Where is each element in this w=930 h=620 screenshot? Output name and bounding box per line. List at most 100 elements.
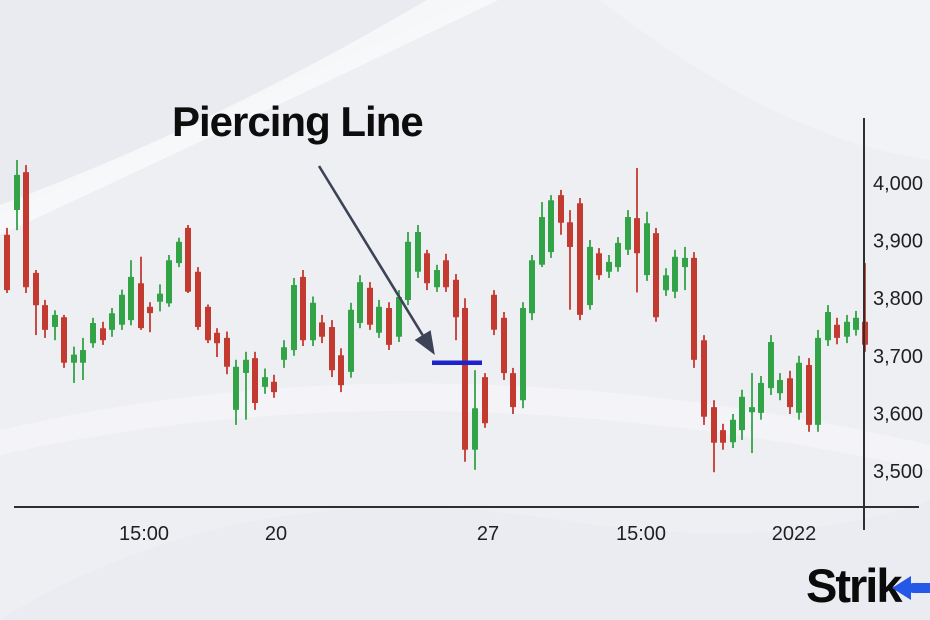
candle-body	[319, 322, 325, 337]
candle	[548, 195, 554, 258]
candle-body	[529, 260, 535, 314]
candle	[271, 374, 277, 398]
candle-body	[644, 223, 650, 276]
candle-body	[100, 328, 106, 341]
candle-body	[548, 200, 554, 253]
candle-body	[653, 233, 659, 318]
candle	[730, 414, 736, 448]
candle	[185, 225, 191, 293]
candle-body	[501, 317, 507, 374]
candle-body	[157, 293, 163, 302]
candle	[520, 302, 526, 409]
candle	[4, 227, 10, 293]
candle	[157, 284, 163, 312]
candle-body	[672, 256, 678, 292]
candle-body	[71, 354, 77, 363]
candle-body	[4, 234, 10, 291]
candle-body	[243, 359, 249, 373]
candle-body	[443, 260, 449, 288]
candle-body	[185, 227, 191, 292]
candle	[749, 373, 755, 454]
candle-body	[42, 305, 48, 330]
candle-body	[491, 294, 497, 330]
candle-body	[749, 407, 755, 413]
candle	[739, 389, 745, 440]
candle	[52, 310, 58, 341]
candle	[701, 335, 707, 425]
candle	[596, 248, 602, 280]
candle-body	[291, 285, 297, 351]
candle-body	[109, 313, 115, 330]
candle	[224, 331, 230, 375]
candle-body	[768, 342, 774, 389]
candle-body	[386, 308, 392, 345]
x-tick-label: 2022	[772, 523, 817, 545]
candle-body	[567, 222, 573, 247]
candle-body	[577, 203, 583, 315]
candle	[815, 329, 821, 432]
brand-logo-arrow-icon	[891, 573, 930, 608]
candle	[310, 296, 316, 346]
candle-body	[80, 350, 86, 363]
axes-layer: 4,000 3,900 3,800 3,700 3,600 3,500 15:00 20 27 1…	[14, 118, 923, 545]
candle-body	[472, 408, 478, 450]
candle-body	[310, 302, 316, 341]
candle	[233, 359, 239, 425]
candle	[768, 335, 774, 395]
brand-logo: Strik	[806, 558, 930, 613]
candle	[166, 255, 172, 307]
candle-body	[224, 337, 230, 367]
candle-body	[777, 380, 783, 394]
candle	[338, 348, 344, 393]
candle	[424, 249, 430, 291]
candle	[491, 290, 497, 336]
candle	[33, 270, 39, 336]
candle	[844, 314, 850, 344]
candle-body	[739, 396, 745, 431]
candle-body	[701, 340, 707, 417]
candle-body	[281, 347, 287, 360]
candle-body	[615, 242, 621, 268]
candle-body	[128, 276, 134, 321]
candle-body	[558, 195, 564, 223]
candle-body	[510, 373, 516, 408]
candle-body	[262, 377, 268, 387]
candle	[147, 302, 153, 333]
candle	[567, 210, 573, 310]
candle-body	[434, 270, 440, 288]
candle-body	[396, 297, 402, 337]
pattern-title: Piercing Line	[172, 98, 424, 145]
candle-body	[214, 332, 220, 344]
candle	[376, 299, 382, 338]
x-tick-label: 20	[265, 523, 287, 545]
candle-body	[357, 282, 363, 323]
candle	[61, 314, 67, 368]
candle-body	[711, 407, 717, 443]
candle-body	[33, 272, 39, 306]
candle	[386, 302, 392, 350]
candle	[443, 253, 449, 292]
candles-layer	[4, 160, 868, 473]
candle-body	[166, 260, 172, 304]
candle	[672, 249, 678, 299]
candle	[625, 210, 631, 255]
candle-body	[119, 294, 125, 325]
candle	[291, 278, 297, 356]
y-tick-label: 3,800	[873, 288, 923, 310]
candle-body	[14, 174, 20, 210]
candle	[138, 256, 144, 330]
candle	[691, 252, 697, 368]
candle	[262, 368, 268, 394]
candle-body	[453, 279, 459, 318]
annotation-layer	[317, 165, 482, 365]
y-tick-label: 3,700	[873, 346, 923, 368]
candle	[367, 282, 373, 330]
candle-body	[834, 324, 840, 338]
candle-body	[663, 275, 669, 291]
candle-body	[338, 355, 344, 386]
candle-body	[634, 218, 640, 254]
candle-body	[195, 271, 201, 327]
candle	[405, 232, 411, 306]
candle-body	[844, 321, 850, 337]
